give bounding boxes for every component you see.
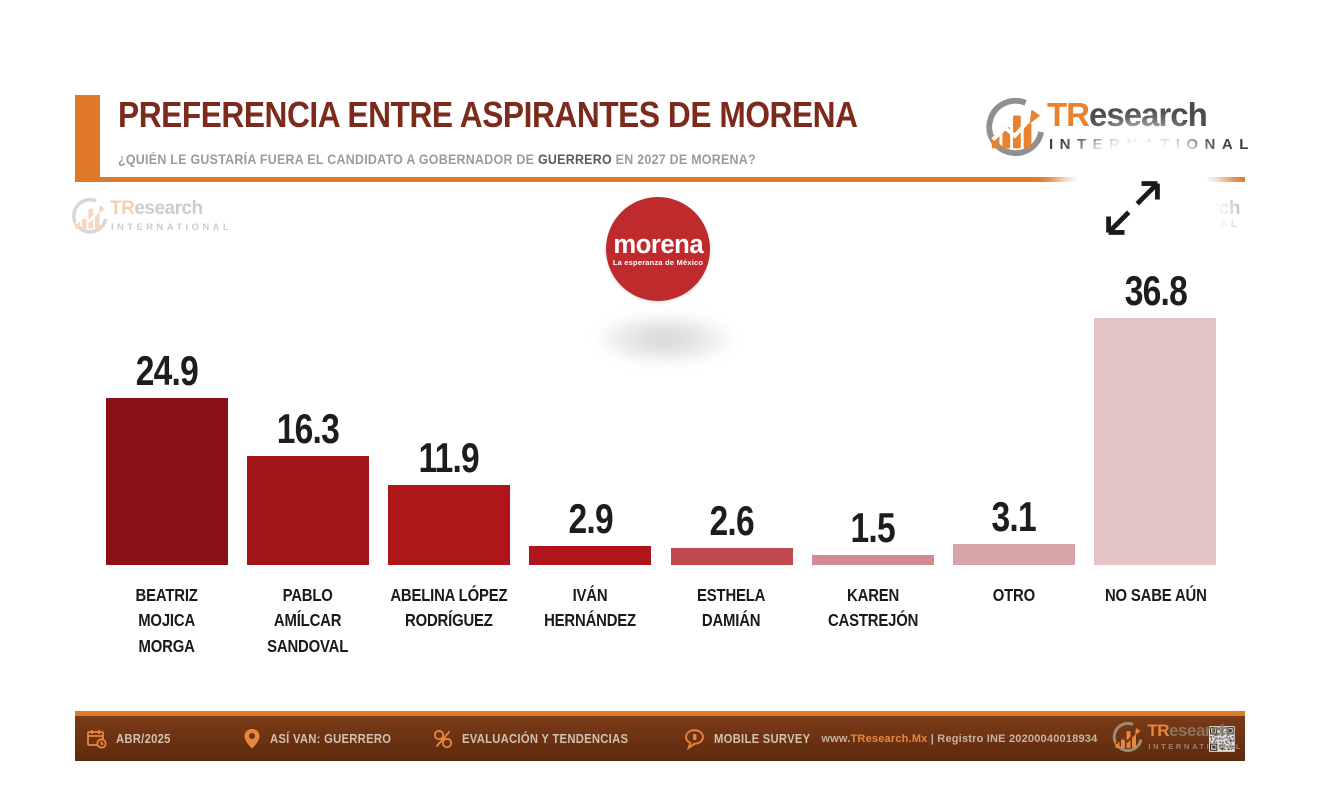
- category-label: PABLO AMÍLCAR SANDOVAL: [267, 585, 349, 656]
- bar: [105, 397, 228, 565]
- bar-value-label: 2.6: [709, 496, 754, 544]
- bar-value-label: 24.9: [135, 346, 199, 394]
- category-label: KAREN CASTREJÓN: [827, 585, 918, 631]
- morena-logo-name: morena: [613, 229, 703, 259]
- footer-tresearch-subname: INTERNATIONAL: [1148, 741, 1243, 751]
- page-subtitle: ¿QUIÉN LE GUSTARÍA FUERA EL CANDIDATO A …: [118, 152, 756, 167]
- white-overlay-circle: [1066, 142, 1218, 294]
- footer-url-brand: TResearch.Mx: [850, 732, 928, 745]
- qr-code: [1209, 725, 1235, 752]
- footer-date-label: ABR/2025: [116, 731, 171, 746]
- tresearch-logo: TResearch INTERNATIONAL: [983, 94, 1248, 178]
- bar-slot: 36.8: [1085, 267, 1226, 565]
- footer-registro: www.TResearch.Mx | Registro INE 20200040…: [821, 733, 1097, 745]
- morena-logo-tagline: La esperanza de México: [612, 258, 704, 267]
- bar-slot: 16.3: [237, 404, 378, 565]
- bar: [1094, 318, 1217, 565]
- footer-evaluacion-label: EVALUACIÓN Y TENDENCIAS: [461, 731, 628, 746]
- bar-slot: 3.1: [944, 493, 1085, 565]
- footer-evaluacion: EVALUACIÓN Y TENDENCIAS: [431, 727, 647, 751]
- bar-value-label: 11.9: [418, 434, 480, 482]
- category-label: ABELINA LÓPEZ RODRÍGUEZ: [390, 585, 508, 631]
- subtitle-highlight: GUERRERO: [537, 152, 612, 167]
- bar-value-label: 1.5: [850, 503, 896, 551]
- bar: [811, 554, 934, 565]
- footer-bar: ABR/2025 ASÍ VAN: GUERRERO EVALUACIÓN Y …: [75, 711, 1245, 761]
- subtitle-suffix: EN 2027 DE MORENA?: [611, 152, 756, 167]
- bar-slot: 1.5: [802, 503, 943, 565]
- bar-slot: 24.9: [96, 346, 237, 565]
- faces-icon: [433, 729, 452, 748]
- footer-date: ABR/2025: [85, 727, 177, 751]
- bar: [953, 544, 1076, 565]
- category-label: ESTHELA DAMIÁN: [697, 585, 766, 631]
- footer-tresearch-wordmark: TResearch: [1147, 720, 1230, 740]
- chat-bubble-icon: [685, 728, 705, 750]
- footer-url-prefix: www.: [821, 732, 851, 745]
- labels-row: BEATRIZ MOJICA MORGA PABLO AMÍLCAR SANDOV…: [96, 583, 1226, 659]
- bar-slot: 2.9: [520, 494, 661, 565]
- subtitle-prefix: ¿QUIÉN LE GUSTARÍA FUERA EL CANDIDATO A …: [118, 152, 538, 167]
- morena-logo: morena La esperanza de México: [606, 197, 710, 301]
- bar-slot: 2.6: [661, 496, 802, 565]
- gray-smudge: [597, 314, 733, 364]
- header-accent-bar: [75, 95, 100, 179]
- footer-asi-van: ASÍ VAN: GUERRERO: [241, 727, 405, 751]
- bar: [388, 485, 511, 565]
- category-label: OTRO: [992, 585, 1036, 605]
- expand-icon[interactable]: [1099, 174, 1167, 242]
- bar-value-label: 3.1: [991, 493, 1037, 541]
- category-label: IVÁN HERNÁNDEZ: [544, 585, 637, 631]
- bar: [529, 545, 652, 565]
- bar-value-label: 36.8: [1124, 267, 1187, 314]
- category-label: NO SABE AÚN: [1104, 585, 1207, 605]
- watermark-logo-icon: [72, 198, 108, 234]
- footer-asi-van-label: ASÍ VAN: GUERRERO: [269, 731, 392, 746]
- footer-mobile-survey: MOBILE SURVEY: [682, 727, 821, 751]
- header-divider: [75, 177, 1245, 182]
- footer-content: ABR/2025 ASÍ VAN: GUERRERO EVALUACIÓN Y …: [75, 716, 1245, 761]
- tresearch-logo-icon: [986, 98, 1044, 156]
- page-title: PREFERENCIA ENTRE ASPIRANTES DE MORENA: [118, 94, 858, 135]
- category-label: BEATRIZ MOJICA MORGA: [135, 585, 198, 656]
- map-pin-icon: [244, 728, 260, 748]
- bar: [246, 455, 369, 565]
- bar-value-label: 16.3: [276, 404, 340, 452]
- calendar-clock-icon: [87, 729, 107, 749]
- watermark-subname: INTERNATIONAL: [111, 222, 233, 233]
- tresearch-wordmark: TResearch: [1047, 96, 1208, 133]
- bar: [670, 547, 793, 565]
- bar-value-label: 2.9: [568, 494, 613, 542]
- footer-tresearch-logo: TResearch INTERNATIONAL: [1111, 719, 1240, 759]
- footer-registro-text: | Registro INE 20200040018934: [927, 732, 1098, 745]
- bar-slot: 11.9: [379, 434, 520, 565]
- watermark-wordmark: TResearch: [110, 198, 203, 219]
- bars-row: 24.9 16.3 11.9 2.9 2.6 1.5 3.1 36.8: [96, 268, 1226, 565]
- watermark-logo-left: TResearch INTERNATIONAL: [70, 198, 230, 252]
- footer-mobile-survey-label: MOBILE SURVEY: [714, 731, 811, 746]
- footer-tresearch-logo-icon: [1113, 721, 1143, 752]
